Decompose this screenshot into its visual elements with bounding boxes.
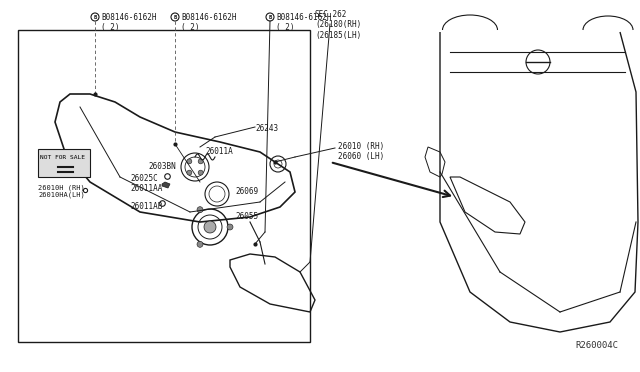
Text: B08146-6162H
( 2): B08146-6162H ( 2) — [181, 13, 237, 32]
Bar — [18, 30, 310, 342]
Text: R260004C: R260004C — [575, 341, 618, 350]
Text: 26011AA: 26011AA — [130, 184, 163, 193]
Circle shape — [187, 159, 192, 164]
Circle shape — [197, 241, 203, 247]
Text: 2603BN: 2603BN — [148, 162, 176, 171]
Text: 26010H (RH)
26010HA(LH): 26010H (RH) 26010HA(LH) — [38, 184, 84, 198]
Text: B: B — [93, 15, 97, 19]
Text: 26069: 26069 — [235, 187, 258, 196]
Text: B08146-6162H
( 2): B08146-6162H ( 2) — [276, 13, 332, 32]
Text: NOT FOR SALE: NOT FOR SALE — [40, 155, 85, 160]
Text: 26011A: 26011A — [205, 147, 233, 156]
Circle shape — [197, 207, 203, 213]
Text: 26010 (RH)
26060 (LH): 26010 (RH) 26060 (LH) — [338, 142, 384, 161]
Text: 26243: 26243 — [255, 124, 278, 133]
Circle shape — [227, 224, 233, 230]
Text: B08146-6162H
( 2): B08146-6162H ( 2) — [101, 13, 157, 32]
Circle shape — [198, 170, 203, 175]
Text: 26011AB: 26011AB — [130, 202, 163, 211]
Polygon shape — [162, 182, 170, 188]
Text: 26055: 26055 — [235, 212, 258, 221]
Text: 26025C: 26025C — [130, 174, 157, 183]
Circle shape — [204, 221, 216, 233]
Text: B: B — [268, 15, 271, 19]
Text: B: B — [173, 15, 177, 19]
Circle shape — [187, 170, 192, 175]
Circle shape — [198, 159, 203, 164]
FancyBboxPatch shape — [38, 149, 90, 177]
Text: SEC.262
(26180(RH)
(26185(LH): SEC.262 (26180(RH) (26185(LH) — [315, 10, 361, 40]
